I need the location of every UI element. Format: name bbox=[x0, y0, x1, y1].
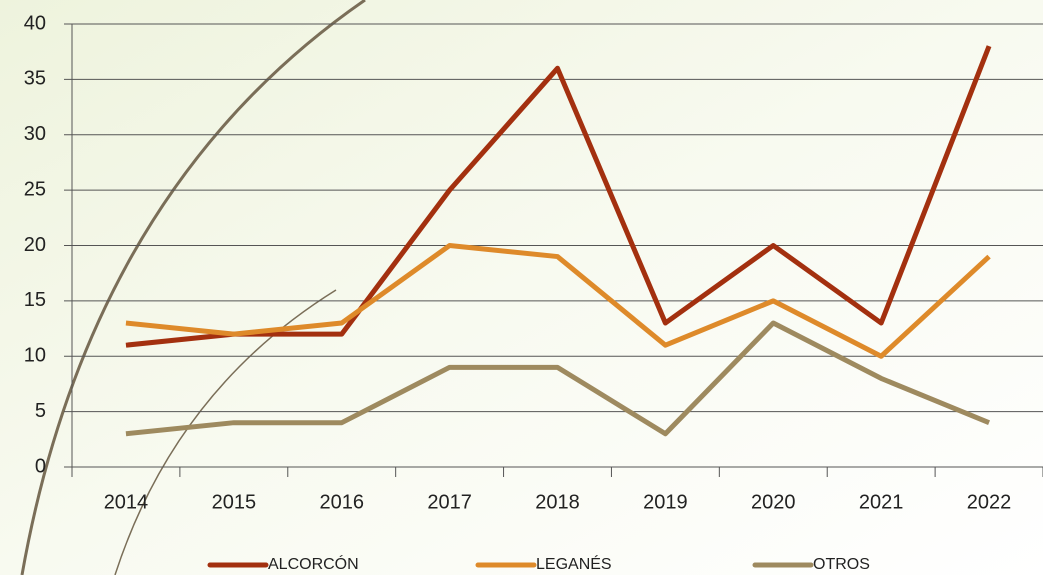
legend-label: ALCORCÓN bbox=[268, 554, 359, 573]
y-tick-label: 10 bbox=[24, 345, 46, 367]
y-tick-label: 0 bbox=[35, 455, 46, 477]
x-tick-label: 2014 bbox=[104, 491, 149, 513]
y-tick-label: 25 bbox=[24, 178, 46, 200]
y-tick-label: 40 bbox=[24, 12, 46, 34]
x-tick-label: 2019 bbox=[643, 491, 688, 513]
x-tick-label: 2018 bbox=[535, 491, 580, 513]
y-tick-label: 35 bbox=[24, 68, 46, 90]
legend-label: OTROS bbox=[813, 556, 870, 573]
x-tick-label: 2022 bbox=[967, 491, 1012, 513]
y-tick-label: 30 bbox=[24, 123, 46, 145]
x-tick-label: 2016 bbox=[319, 491, 364, 513]
legend-label: LEGANÉS bbox=[536, 554, 612, 573]
y-tick-label: 15 bbox=[24, 289, 46, 311]
chart: 0 5 10 15 20 25 30 35 40 2014 2015 2016 2017 2018 2019… bbox=[0, 0, 1043, 575]
y-tick-label: 20 bbox=[24, 234, 46, 256]
background bbox=[0, 0, 1043, 575]
x-tick-label: 2021 bbox=[859, 491, 904, 513]
x-tick-label: 2017 bbox=[427, 491, 472, 513]
x-tick-label: 2020 bbox=[751, 491, 796, 513]
y-tick-label: 5 bbox=[35, 400, 46, 422]
x-tick-label: 2015 bbox=[212, 491, 257, 513]
